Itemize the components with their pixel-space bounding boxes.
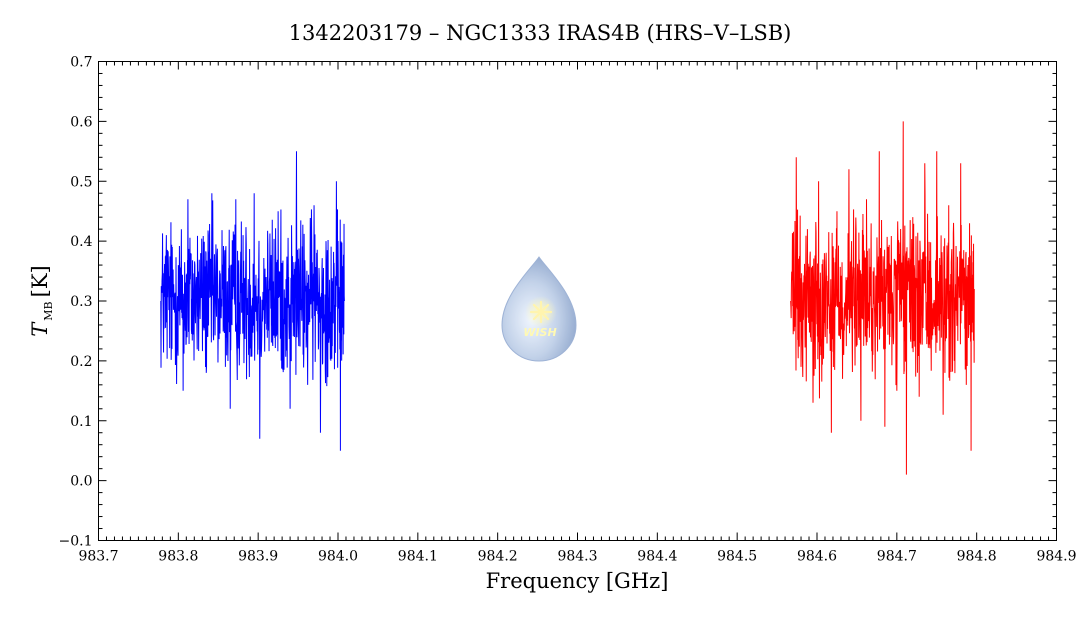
- x-tick-label: 984.0: [318, 549, 358, 565]
- spectrum-series-red: [790, 121, 975, 475]
- star-icon: [529, 300, 553, 324]
- y-axis-label: TMB [K]: [28, 265, 55, 336]
- series-layer: [160, 121, 975, 475]
- y-tick-label: 0.5: [70, 174, 92, 190]
- y-axis: −0.1 0.0 0.1 0.2 0.3 0.4 0.5 0.6 0.7: [59, 55, 1057, 550]
- svg-text:TMB[K]: TMB [K]: [28, 265, 55, 336]
- y-tick-label: 0.2: [70, 354, 92, 370]
- x-tick-label: 983.7: [78, 549, 118, 565]
- x-tick-label: 984.7: [877, 549, 917, 565]
- x-tick-label: 984.3: [557, 549, 597, 565]
- y-tick-label: 0.3: [70, 294, 92, 310]
- chart-title: 1342203179 – NGC1333 IRAS4B (HRS–V–LSB): [289, 21, 792, 45]
- y-tick-label: 0.7: [70, 55, 92, 71]
- y-axis-label-subscript: MB: [42, 301, 55, 320]
- x-tick-label: 984.4: [637, 549, 677, 565]
- y-tick-label: 0.1: [70, 414, 92, 430]
- y-axis-label-unit: [K]: [28, 265, 52, 297]
- x-tick-label: 984.2: [478, 549, 518, 565]
- x-tick-label: 984.8: [957, 549, 997, 565]
- y-tick-label: 0.4: [70, 234, 92, 250]
- x-tick-label: 983.8: [158, 549, 198, 565]
- x-tick-label: 984.1: [398, 549, 438, 565]
- watermark-text: WISH: [523, 326, 556, 339]
- x-tick-label: 984.5: [717, 549, 757, 565]
- x-tick-label: 984.6: [797, 549, 837, 565]
- y-axis-label-symbol: T: [28, 321, 52, 337]
- spectrum-series-blue: [160, 151, 345, 451]
- y-tick-label: −0.1: [59, 534, 93, 550]
- y-tick-label: 0.0: [70, 474, 92, 490]
- x-tick-label: 983.9: [238, 549, 278, 565]
- x-axis-label: Frequency [GHz]: [486, 569, 669, 593]
- x-tick-label: 984.9: [1036, 549, 1076, 565]
- x-axis: 983.7 983.8 983.9 984.0 984.1 984.2 984.3 984.4…: [78, 61, 1077, 565]
- y-tick-label: 0.6: [70, 114, 92, 130]
- wish-watermark-logo: WISH: [501, 256, 577, 362]
